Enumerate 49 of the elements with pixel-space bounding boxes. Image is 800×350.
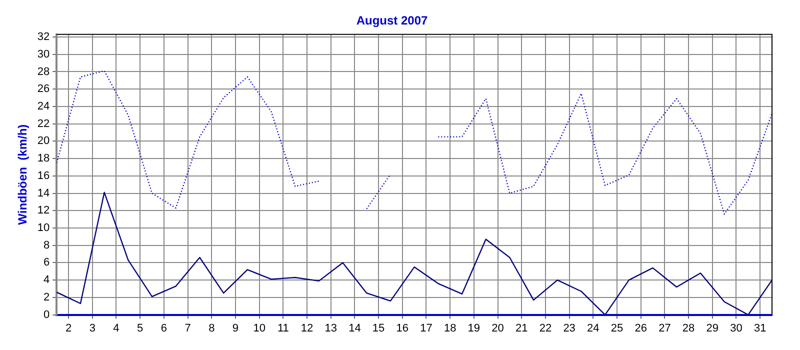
y-tick-label: 4: [44, 274, 50, 286]
x-tick-label: 26: [634, 322, 647, 334]
y-tick-label: 14: [37, 187, 50, 200]
x-tick-label: 14: [348, 322, 361, 334]
x-tick-label: 21: [515, 322, 528, 334]
x-tick-label: 13: [324, 322, 337, 334]
y-tick-label: 0: [44, 308, 50, 321]
x-tick-label: 20: [492, 322, 504, 334]
x-tick-label: 31: [754, 322, 766, 334]
y-tick-label: 20: [37, 135, 50, 148]
x-tick-label: 17: [420, 322, 432, 334]
x-tick-label: 24: [587, 322, 600, 334]
y-tick-label: 6: [44, 256, 50, 269]
y-tick-label: 30: [37, 48, 50, 60]
y-tick-label: 16: [37, 170, 50, 182]
x-tick-label: 8: [208, 322, 215, 334]
x-tick-label: 25: [610, 322, 624, 334]
x-tick-label: 7: [184, 322, 191, 334]
y-tick-label: 10: [37, 222, 50, 234]
x-tick-label: 27: [658, 322, 671, 334]
x-tick-label: 23: [563, 322, 576, 334]
x-tick-label: 2: [65, 322, 72, 334]
x-tick-label: 16: [396, 322, 409, 334]
x-tick-label: 28: [682, 322, 695, 334]
x-tick-label: 15: [372, 322, 385, 334]
x-tick-label: 9: [232, 322, 239, 334]
x-tick-label: 22: [539, 322, 552, 334]
y-tick-label: 18: [37, 152, 50, 165]
x-tick-label: 4: [113, 322, 120, 334]
x-tick-label: 3: [89, 322, 96, 334]
x-tick-label: 12: [300, 322, 314, 334]
x-tick-label: 18: [444, 322, 456, 334]
x-tick-label: 30: [730, 322, 742, 334]
y-tick-label: 24: [37, 100, 50, 112]
y-tick-label: 32: [37, 31, 50, 44]
x-tick-label: 10: [253, 322, 266, 334]
chart-title: August 2007: [356, 14, 428, 28]
x-tick-label: 5: [137, 322, 144, 334]
y-tick-label: 8: [44, 239, 50, 252]
x-tick-label: 29: [706, 322, 719, 334]
y-axis-title: Windböen (km/h): [16, 124, 30, 225]
y-tick-label: 12: [37, 204, 50, 217]
y-tick-label: 28: [37, 66, 50, 78]
x-tick-label: 11: [277, 322, 289, 334]
y-tick-label: 26: [37, 83, 50, 96]
x-tick-label: 6: [160, 322, 168, 334]
y-tick-label: 2: [44, 291, 50, 304]
y-tick-label: 22: [37, 118, 50, 130]
x-tick-label: 19: [468, 322, 480, 334]
